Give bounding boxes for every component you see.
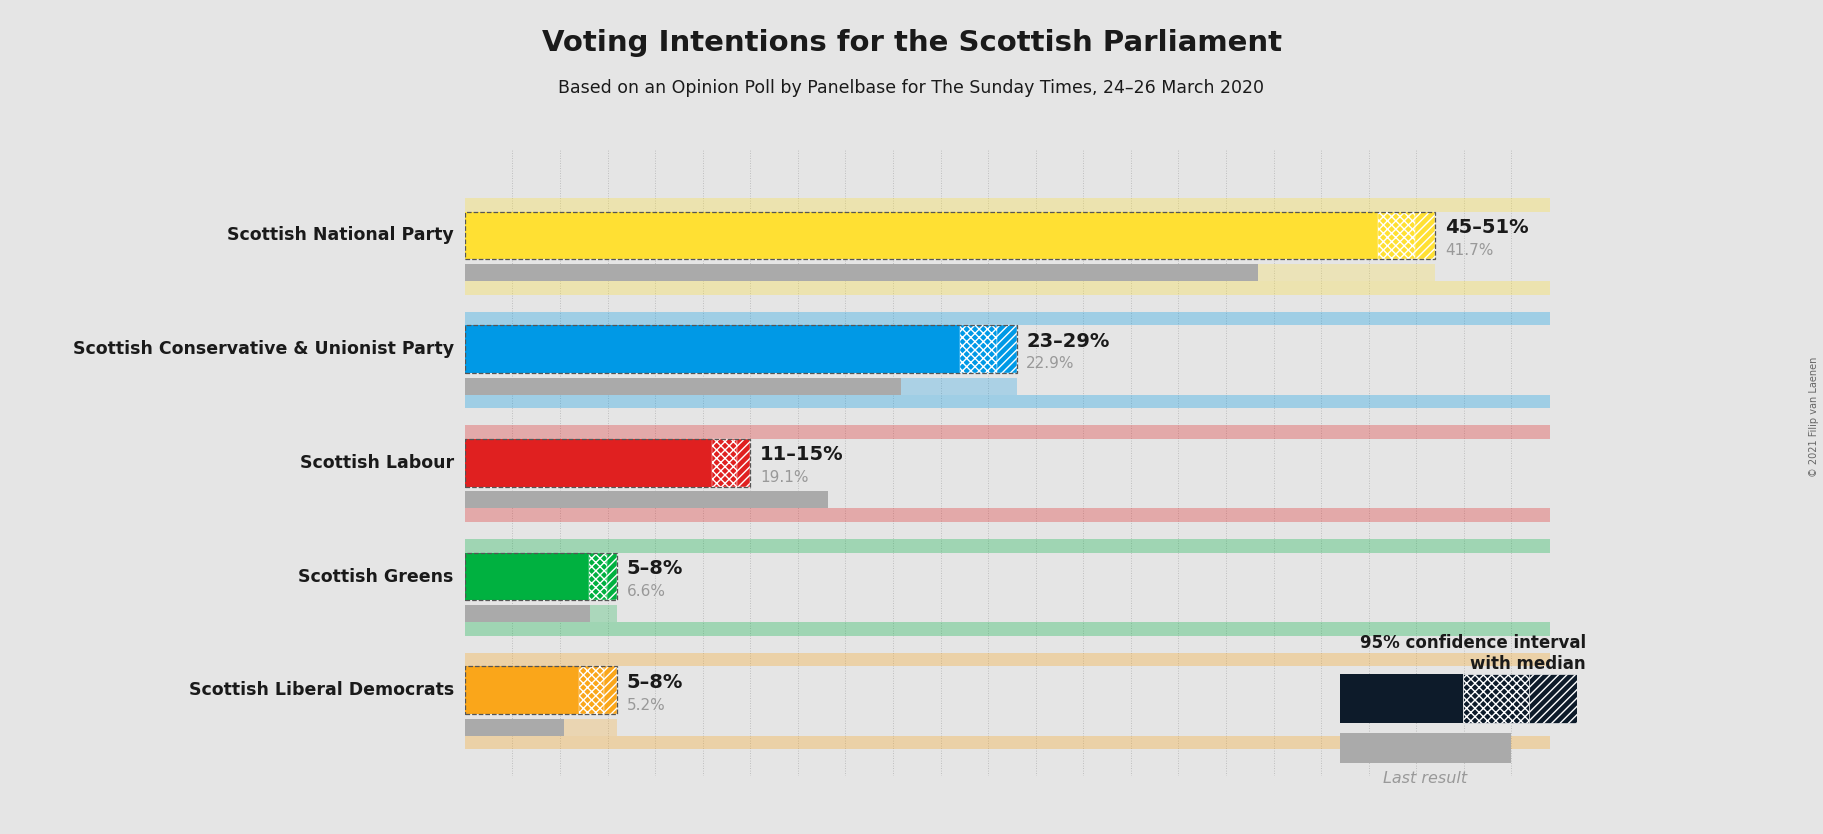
Bar [465,666,618,714]
Bar [465,605,591,622]
Bar [1464,674,1529,723]
Text: 19.1%: 19.1% [760,470,808,485]
Text: Scottish Greens: Scottish Greens [299,568,454,585]
Bar [465,312,1550,325]
Text: 6.6%: 6.6% [627,584,665,599]
Bar [465,553,589,600]
Bar [589,553,607,600]
Text: 5.2%: 5.2% [627,697,665,712]
Text: 22.9%: 22.9% [1026,356,1076,371]
Bar [465,553,618,600]
Text: Scottish National Party: Scottish National Party [228,226,454,244]
Text: 23–29%: 23–29% [1026,332,1110,350]
Bar [465,378,1017,394]
Bar [465,509,1550,522]
Bar [465,264,1258,281]
Bar [607,553,618,600]
Bar [465,281,1550,294]
Bar [465,425,1550,439]
Bar [1340,674,1464,723]
Bar [465,325,959,373]
Text: © 2021 Filip van Laenen: © 2021 Filip van Laenen [1810,357,1819,477]
Bar [465,439,751,487]
Bar [465,666,580,714]
Bar [465,394,1550,409]
Bar [465,325,1017,373]
Bar [465,539,1550,553]
Bar [465,653,1550,666]
Bar [1378,212,1415,259]
Bar [465,198,1550,212]
Bar [997,325,1017,373]
Bar [465,439,713,487]
Bar [465,719,618,736]
Text: 5–8%: 5–8% [627,673,684,692]
Text: Scottish Liberal Democrats: Scottish Liberal Democrats [188,681,454,700]
Bar [465,719,563,736]
Text: 95% confidence interval
with median: 95% confidence interval with median [1360,634,1586,673]
Bar [465,622,1550,636]
Bar [1529,674,1577,723]
Text: Scottish Labour: Scottish Labour [299,454,454,472]
Bar [713,439,736,487]
Text: Scottish Conservative & Unionist Party: Scottish Conservative & Unionist Party [73,340,454,358]
Bar [603,666,618,714]
Text: 11–15%: 11–15% [760,445,844,465]
Bar [465,378,901,394]
Bar [465,264,1435,281]
Text: 5–8%: 5–8% [627,559,684,578]
Bar [465,212,1378,259]
Bar [736,439,751,487]
Text: Last result: Last result [1384,771,1468,786]
Bar [465,212,1435,259]
Text: 45–51%: 45–51% [1446,218,1528,237]
Text: Based on an Opinion Poll by Panelbase for The Sunday Times, 24–26 March 2020: Based on an Opinion Poll by Panelbase fo… [558,79,1265,98]
Text: 41.7%: 41.7% [1446,243,1493,258]
Bar [1415,212,1435,259]
Bar [959,325,997,373]
Bar [580,666,603,714]
Bar [465,736,1550,750]
Text: Voting Intentions for the Scottish Parliament: Voting Intentions for the Scottish Parli… [541,29,1282,58]
Bar [465,491,828,509]
Bar [465,491,828,509]
Bar [465,605,618,622]
